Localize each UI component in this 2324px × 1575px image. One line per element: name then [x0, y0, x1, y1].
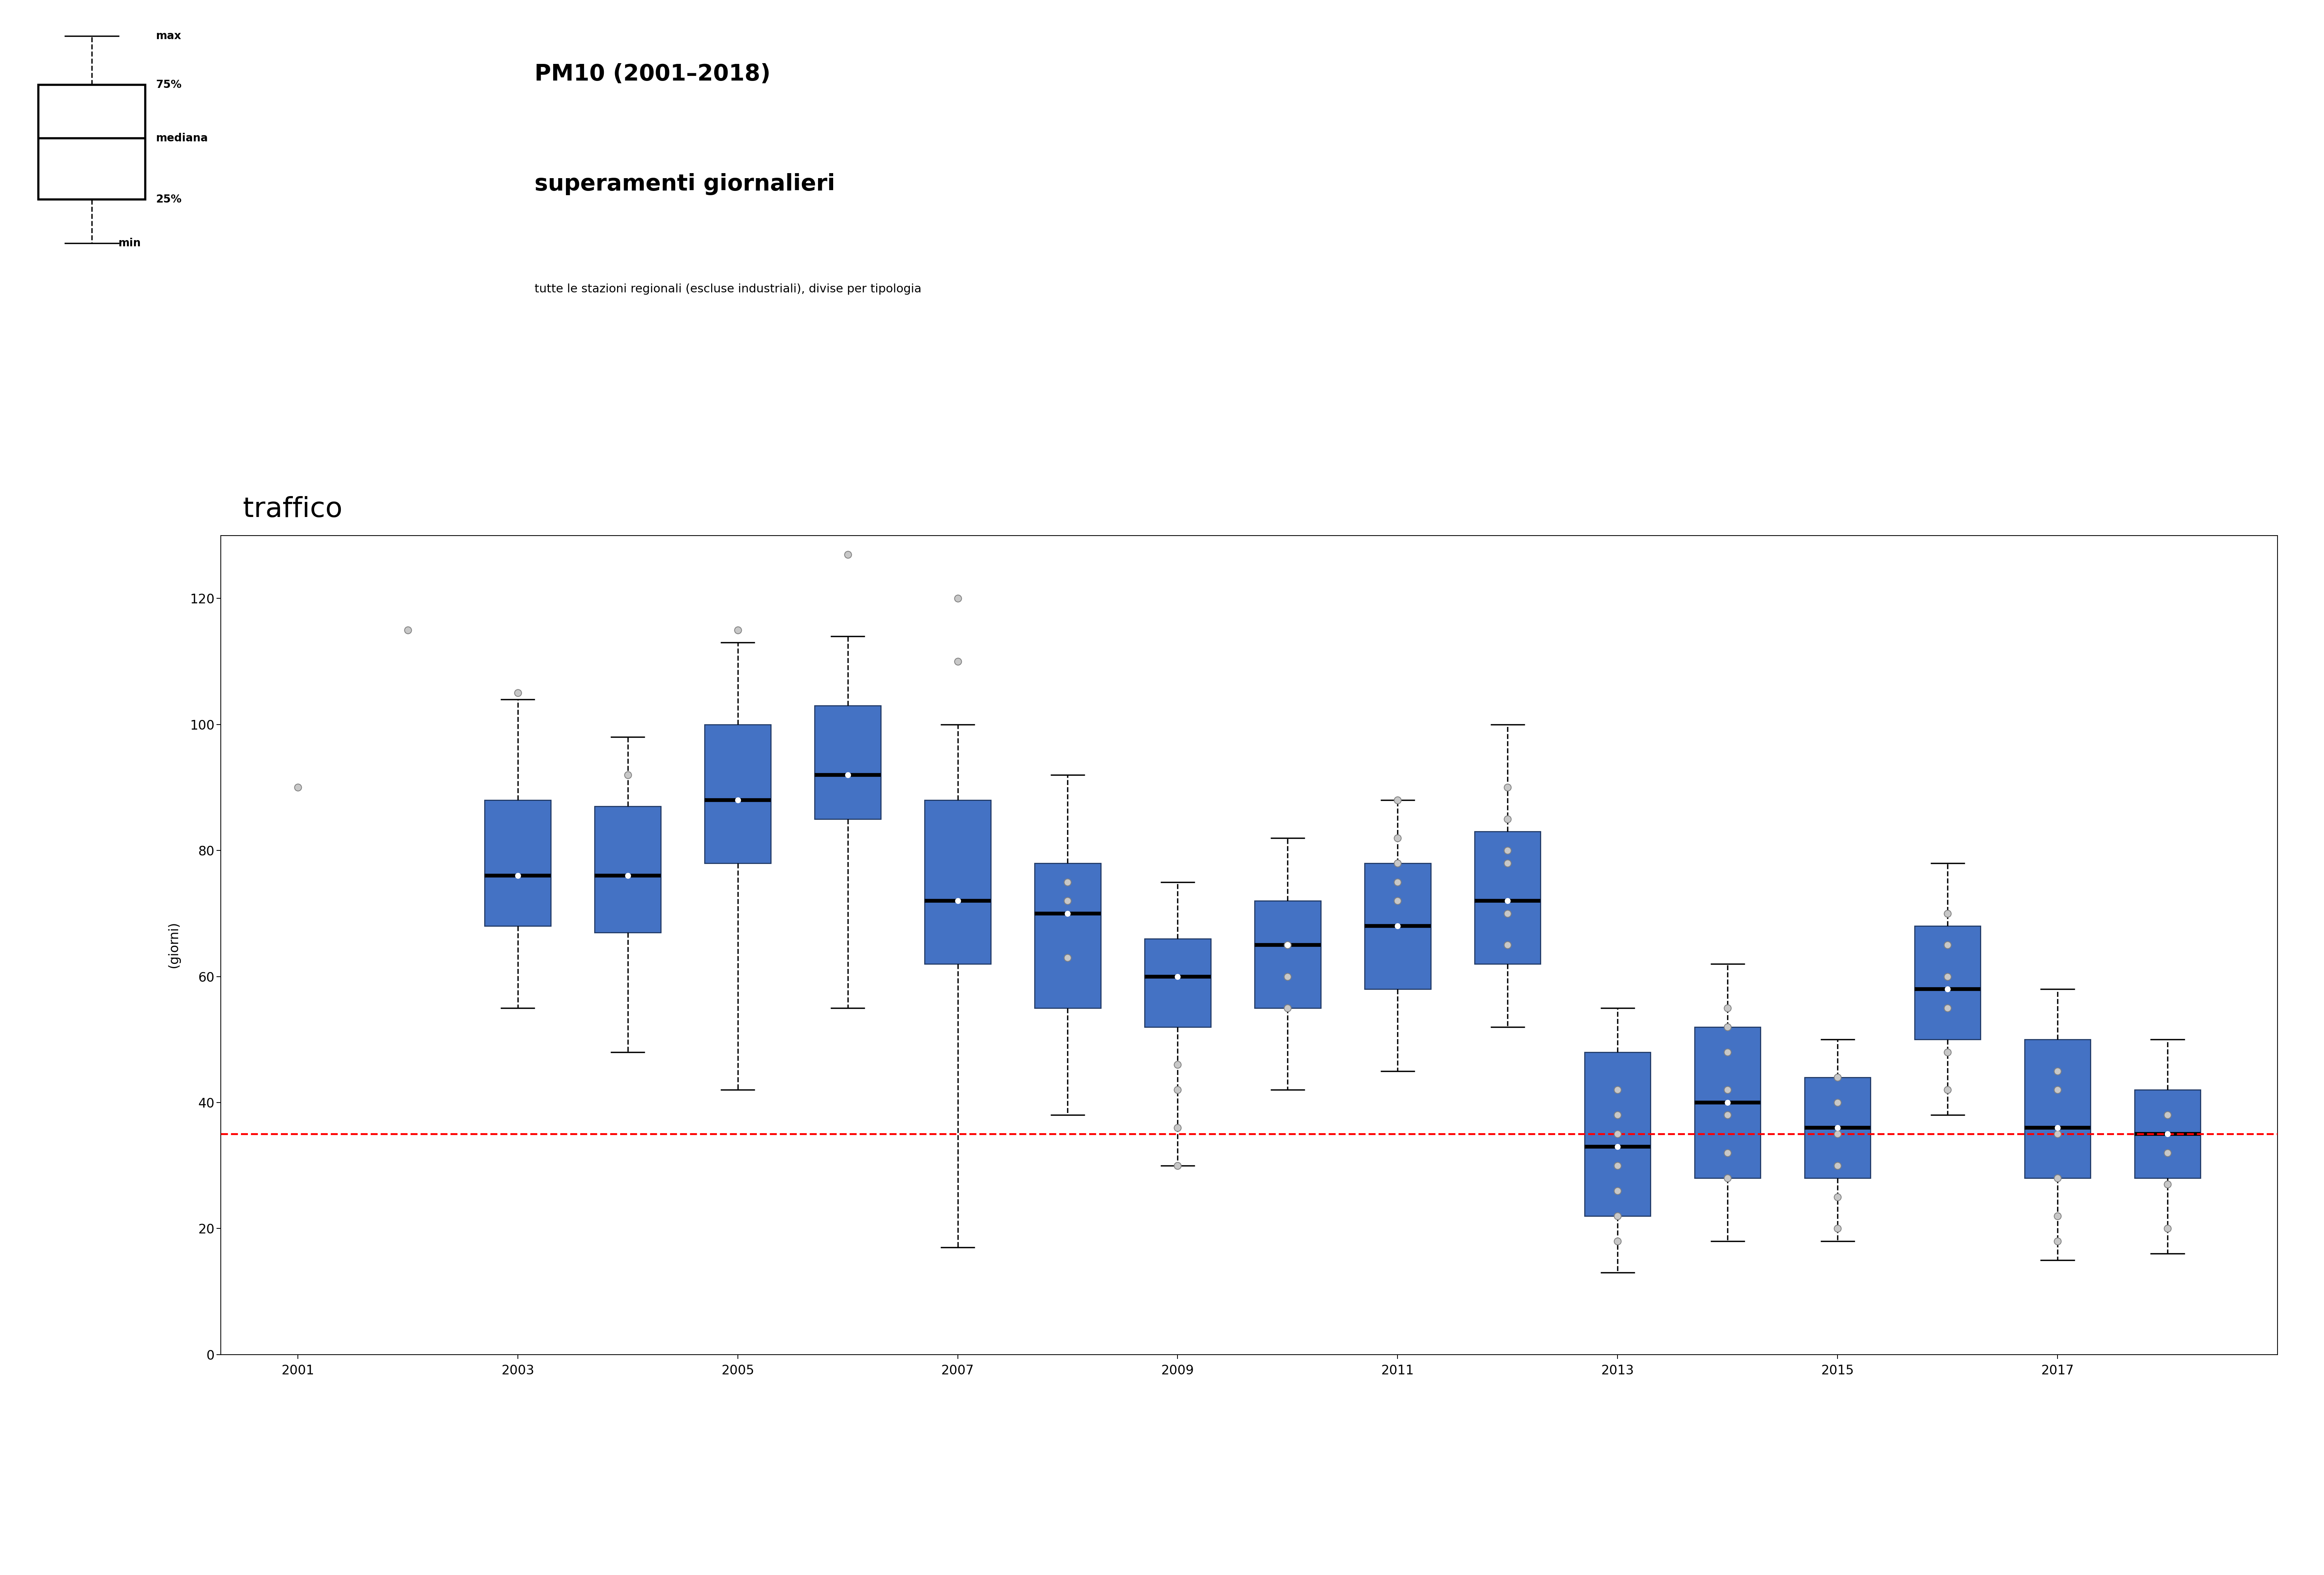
- Text: 25%: 25%: [156, 194, 181, 205]
- Text: 75%: 75%: [156, 79, 181, 90]
- PathPatch shape: [2133, 1090, 2201, 1178]
- Text: PM10 (2001–2018): PM10 (2001–2018): [535, 63, 772, 85]
- PathPatch shape: [1146, 939, 1211, 1027]
- PathPatch shape: [925, 800, 990, 964]
- PathPatch shape: [1476, 832, 1541, 964]
- PathPatch shape: [704, 724, 772, 863]
- Text: mediana: mediana: [156, 132, 209, 143]
- Y-axis label: (giorni): (giorni): [167, 921, 181, 969]
- PathPatch shape: [1803, 1077, 1871, 1178]
- PathPatch shape: [1694, 1027, 1762, 1178]
- Text: min: min: [119, 238, 142, 249]
- PathPatch shape: [486, 800, 551, 926]
- PathPatch shape: [1255, 901, 1320, 1008]
- PathPatch shape: [1034, 863, 1102, 1008]
- Bar: [37, 85, 144, 200]
- Text: tutte le stazioni regionali (escluse industriali), divise per tipologia: tutte le stazioni regionali (escluse ind…: [535, 284, 920, 295]
- Text: max: max: [156, 30, 181, 41]
- PathPatch shape: [1915, 926, 1980, 1040]
- PathPatch shape: [2024, 1040, 2092, 1178]
- PathPatch shape: [595, 806, 660, 932]
- Text: superamenti giornalieri: superamenti giornalieri: [535, 173, 834, 195]
- PathPatch shape: [1364, 863, 1432, 989]
- PathPatch shape: [1585, 1052, 1650, 1216]
- Text: traffico: traffico: [242, 496, 342, 523]
- PathPatch shape: [816, 706, 881, 819]
